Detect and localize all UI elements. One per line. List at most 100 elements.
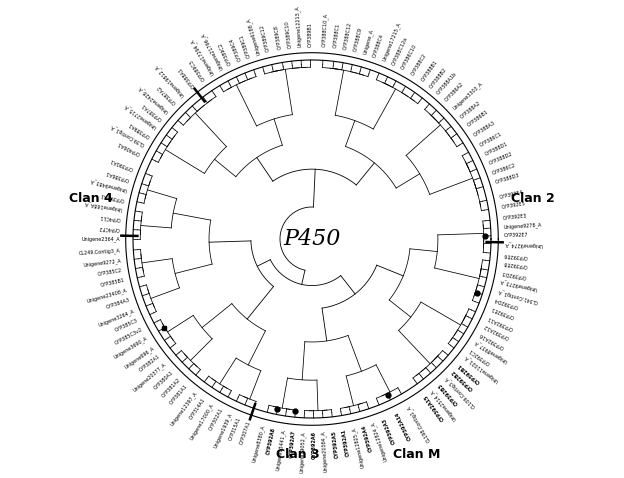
Text: CYP392E3: CYP392E3 — [503, 214, 528, 221]
Text: Unigene19052_A: Unigene19052_A — [299, 431, 306, 473]
Text: Unigene12397_A: Unigene12397_A — [169, 391, 198, 427]
Text: CYP314A1: CYP314A1 — [188, 397, 207, 420]
Text: CYP390A1: CYP390A1 — [109, 157, 134, 171]
Text: Unigene2715_A: Unigene2715_A — [122, 103, 157, 130]
Text: CYP388A2: CYP388A2 — [460, 100, 482, 120]
Text: Clan 2: Clan 2 — [511, 192, 555, 205]
Text: Clan 4: Clan 4 — [69, 192, 113, 205]
Text: CL249.Contig3_A: CL249.Contig3_A — [78, 248, 120, 256]
Text: CYP389C12: CYP389C12 — [260, 24, 271, 53]
Text: CYP386A1: CYP386A1 — [105, 170, 130, 182]
Text: CYP392A15: CYP392A15 — [423, 393, 446, 421]
Text: Unigene20384_A: Unigene20384_A — [321, 431, 329, 473]
Text: CYP388D3: CYP388D3 — [495, 173, 520, 185]
Text: Unigene12213_A: Unigene12213_A — [295, 5, 303, 47]
Text: Unigene9278_A: Unigene9278_A — [504, 222, 542, 230]
Text: Unigene17294_A: Unigene17294_A — [189, 37, 215, 76]
Text: CYP392E5: CYP392E5 — [501, 201, 526, 210]
Text: CYP392A14: CYP392A14 — [394, 411, 412, 441]
Text: Unigene9483_A: Unigene9483_A — [89, 176, 127, 192]
Text: CYP392A16: CYP392A16 — [478, 331, 505, 349]
Text: Unigene8380_A: Unigene8380_A — [251, 424, 266, 463]
Text: Clan 3: Clan 3 — [276, 448, 319, 461]
Text: CL39.Contig1_A: CL39.Contig1_A — [110, 123, 146, 147]
Text: Unigene6188_A: Unigene6188_A — [246, 16, 262, 55]
Text: CYP387A2: CYP387A2 — [157, 84, 178, 105]
Text: CYP392E4: CYP392E4 — [499, 190, 524, 200]
Text: Unigene3264_A: Unigene3264_A — [97, 308, 135, 328]
Text: CYP388D2: CYP388D2 — [488, 152, 513, 166]
Text: CYP392D3: CYP392D3 — [501, 270, 527, 279]
Text: Unigene11021_A: Unigene11021_A — [462, 354, 499, 384]
Text: CYP388A1b: CYP388A1b — [436, 71, 459, 96]
Text: Unigene2364_A: Unigene2364_A — [81, 236, 120, 242]
Text: CYP406A1: CYP406A1 — [117, 140, 141, 155]
Text: CL109.Contig3_A: CL109.Contig3_A — [444, 375, 477, 409]
Text: CYP380A1: CYP380A1 — [153, 369, 174, 390]
Text: CYP388B2: CYP388B2 — [428, 66, 447, 89]
Text: CYP392A1: CYP392A1 — [341, 428, 351, 456]
Text: Unigene12824_A: Unigene12824_A — [370, 420, 389, 462]
Text: CYP389C2: CYP389C2 — [218, 41, 233, 66]
Text: CYP388C4: CYP388C4 — [372, 33, 385, 58]
Text: CYP389C10: CYP389C10 — [285, 20, 293, 48]
Text: Unigene2514_A: Unigene2514_A — [429, 388, 458, 421]
Text: CYP392A3: CYP392A3 — [382, 416, 397, 444]
Text: CYP392A5: CYP392A5 — [331, 430, 339, 458]
Text: CYP392A11: CYP392A11 — [487, 315, 514, 331]
Text: Unigene_A: Unigene_A — [362, 28, 375, 55]
Text: CYP385B1: CYP385B1 — [99, 278, 125, 288]
Text: CYP389B1: CYP389B1 — [308, 22, 313, 47]
Text: CYP392E1: CYP392E1 — [490, 305, 515, 319]
Text: CYP315A1: CYP315A1 — [228, 416, 242, 441]
Text: CYP387A1: CYP387A1 — [140, 102, 163, 121]
Text: Clan M: Clan M — [393, 448, 441, 461]
Text: Unigene2428_A: Unigene2428_A — [137, 84, 170, 114]
Text: CYP392B1: CYP392B1 — [457, 362, 481, 384]
Text: CYP302A1: CYP302A1 — [208, 407, 224, 432]
Text: CYP388C12a: CYP388C12a — [391, 36, 409, 66]
Text: CYP385C3v2: CYP385C3v2 — [114, 327, 144, 346]
Text: CL341.Contig1_A: CL341.Contig1_A — [496, 288, 539, 304]
Text: CYP384A3: CYP384A3 — [105, 298, 130, 310]
Text: CYP389C1: CYP389C1 — [239, 33, 252, 58]
Text: CYP386C10: CYP386C10 — [400, 43, 417, 71]
Text: CYP386A2: CYP386A2 — [444, 81, 465, 103]
Text: CYP388B1: CYP388B1 — [420, 60, 439, 83]
Text: Unigene3690_A: Unigene3690_A — [113, 336, 149, 360]
Text: CYP388C10_A: CYP388C10_A — [321, 13, 329, 47]
Text: CYP388C12: CYP388C12 — [343, 22, 353, 50]
Text: CYP388A3: CYP388A3 — [473, 120, 497, 138]
Text: Unigene21796_A: Unigene21796_A — [200, 31, 224, 71]
Text: Unigene9272_A: Unigene9272_A — [82, 258, 122, 268]
Text: Unigene9274_A: Unigene9274_A — [504, 241, 543, 248]
Text: CYP388D1: CYP388D1 — [484, 141, 509, 157]
Text: CYP392A8: CYP392A8 — [266, 427, 276, 455]
Text: CYP392A12: CYP392A12 — [483, 323, 510, 339]
Text: CYP388C9: CYP388C9 — [353, 27, 363, 53]
Text: CYP382A1: CYP382A1 — [139, 354, 161, 373]
Text: CYP389A1: CYP389A1 — [128, 120, 151, 138]
Text: CYP385C3: CYP385C3 — [114, 318, 139, 333]
Text: CYP385C2: CYP385C2 — [97, 268, 123, 277]
Text: Unigene168A_A: Unigene168A_A — [84, 200, 123, 212]
Text: CYP392A4: CYP392A4 — [361, 424, 373, 452]
Text: CYP392E8: CYP392E8 — [502, 260, 527, 268]
Text: P450: P450 — [283, 228, 341, 250]
Text: CYP392B3: CYP392B3 — [437, 381, 460, 405]
Text: CYP392B2: CYP392B2 — [451, 368, 475, 391]
Text: CYP389C3: CYP389C3 — [188, 58, 207, 81]
Text: CYP386C2: CYP386C2 — [492, 163, 517, 175]
Text: CYP392C1: CYP392C1 — [468, 347, 491, 366]
Text: Unigene12825_A: Unigene12825_A — [351, 426, 366, 468]
Text: CYP386B1: CYP386B1 — [466, 109, 489, 128]
Text: CYP386C1: CYP386C1 — [479, 131, 503, 148]
Text: CYP307A1: CYP307A1 — [239, 420, 252, 445]
Text: Unigene17215_A: Unigene17215_A — [381, 21, 402, 62]
Text: CYP392E6: CYP392E6 — [504, 251, 529, 259]
Text: Unigene17000_A: Unigene17000_A — [189, 402, 215, 441]
Text: CYP392A7: CYP392A7 — [288, 430, 296, 458]
Text: CYP4CL1: CYP4CL1 — [99, 214, 121, 221]
Text: CYP389C8: CYP389C8 — [274, 24, 283, 50]
Text: CYP381A2: CYP381A2 — [161, 377, 182, 398]
